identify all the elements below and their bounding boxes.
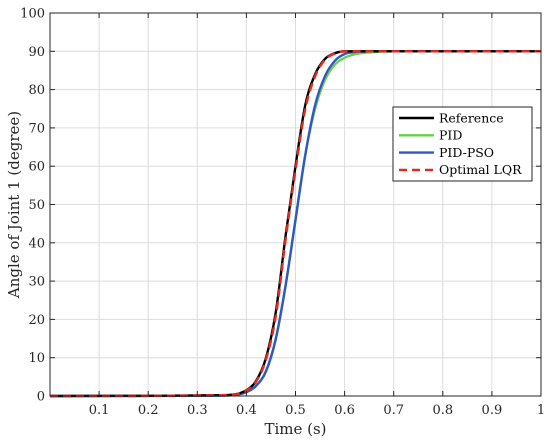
y-tick-label: 30: [28, 275, 45, 290]
grid: [50, 13, 542, 396]
x-tick-label: 0.1: [89, 403, 110, 418]
y-tick-label: 40: [28, 236, 45, 251]
x-tick-label: 0.9: [482, 403, 503, 418]
x-tick-label: 0.8: [432, 403, 453, 418]
y-tick-label: 0: [37, 390, 45, 405]
y-tick-label: 70: [28, 121, 45, 136]
legend-label: PID: [439, 128, 462, 143]
y-tick-label: 60: [28, 160, 45, 175]
legend-label: Optimal LQR: [439, 162, 522, 177]
legend-box: [392, 106, 533, 182]
legend-label: Reference: [439, 110, 504, 125]
y-tick-label: 50: [28, 198, 45, 213]
y-tick-label: 90: [28, 45, 45, 60]
axis-ticks: 0.1 0.2 0.3 0.4 0.5 0.6 0.7 0.8 0.9 1010203040506…: [20, 7, 545, 419]
x-tick-label: 0.2: [138, 403, 159, 418]
x-tick-label: 1: [537, 403, 545, 418]
y-tick-label: 80: [28, 83, 45, 98]
y-tick-label: 20: [28, 313, 45, 328]
x-tick-label: 0.7: [383, 403, 404, 418]
y-tick-label: 100: [20, 7, 45, 22]
y-axis-label: Angle of Joint 1 (degree): [5, 111, 23, 299]
y-tick-label: 10: [28, 351, 45, 366]
x-tick-label: 0.5: [285, 403, 306, 418]
x-tick-label: 0.4: [236, 403, 257, 418]
legend: Reference PID PID-PSO Optimal LQR: [392, 106, 533, 182]
x-tick-label: 0.3: [187, 403, 208, 418]
x-axis-label: Time (s): [264, 420, 326, 438]
legend-label: PID-PSO: [439, 145, 494, 160]
series-layer: [49, 50, 541, 398]
x-tick-label: 0.6: [334, 403, 355, 418]
series-line-optimal-lqr: [49, 50, 541, 398]
